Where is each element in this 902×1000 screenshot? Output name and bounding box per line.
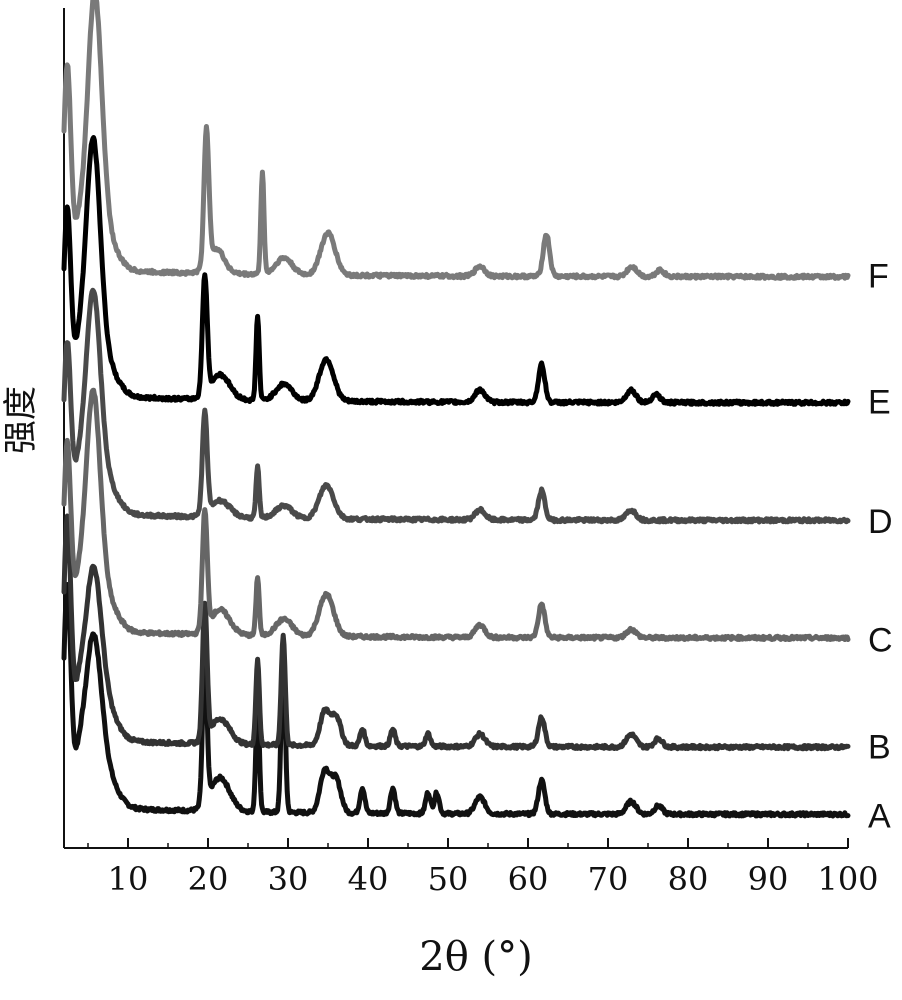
series-line-a: [64, 585, 848, 817]
series-label-c: C: [868, 621, 893, 659]
series-label-b: B: [868, 728, 891, 766]
axes: 10 20 30 40 50 60 70 80 90 100: [64, 8, 879, 898]
series-layer: [64, 0, 848, 816]
series-line-f: [64, 0, 848, 278]
x-axis-title: 2θ (°): [419, 934, 532, 980]
y-axis-title: 强度: [1, 386, 41, 454]
x-tick-label: 20: [188, 860, 229, 898]
x-tick-label: 60: [508, 860, 549, 898]
x-tick-label: 30: [268, 860, 309, 898]
series-label-e: E: [868, 383, 891, 421]
x-tick-label: 70: [588, 860, 629, 898]
series-label-f: F: [868, 257, 889, 295]
x-tick-label: 40: [348, 860, 389, 898]
labels-layer: AB C D E F: [868, 257, 893, 835]
series-label-d: D: [868, 503, 893, 541]
x-tick-label: 80: [668, 860, 709, 898]
x-tick-label: 10: [108, 860, 149, 898]
x-tick-label: 90: [748, 860, 789, 898]
x-tick-label: 100: [817, 860, 878, 898]
series-label-a: A: [868, 798, 891, 836]
x-tick-label: 50: [428, 860, 469, 898]
